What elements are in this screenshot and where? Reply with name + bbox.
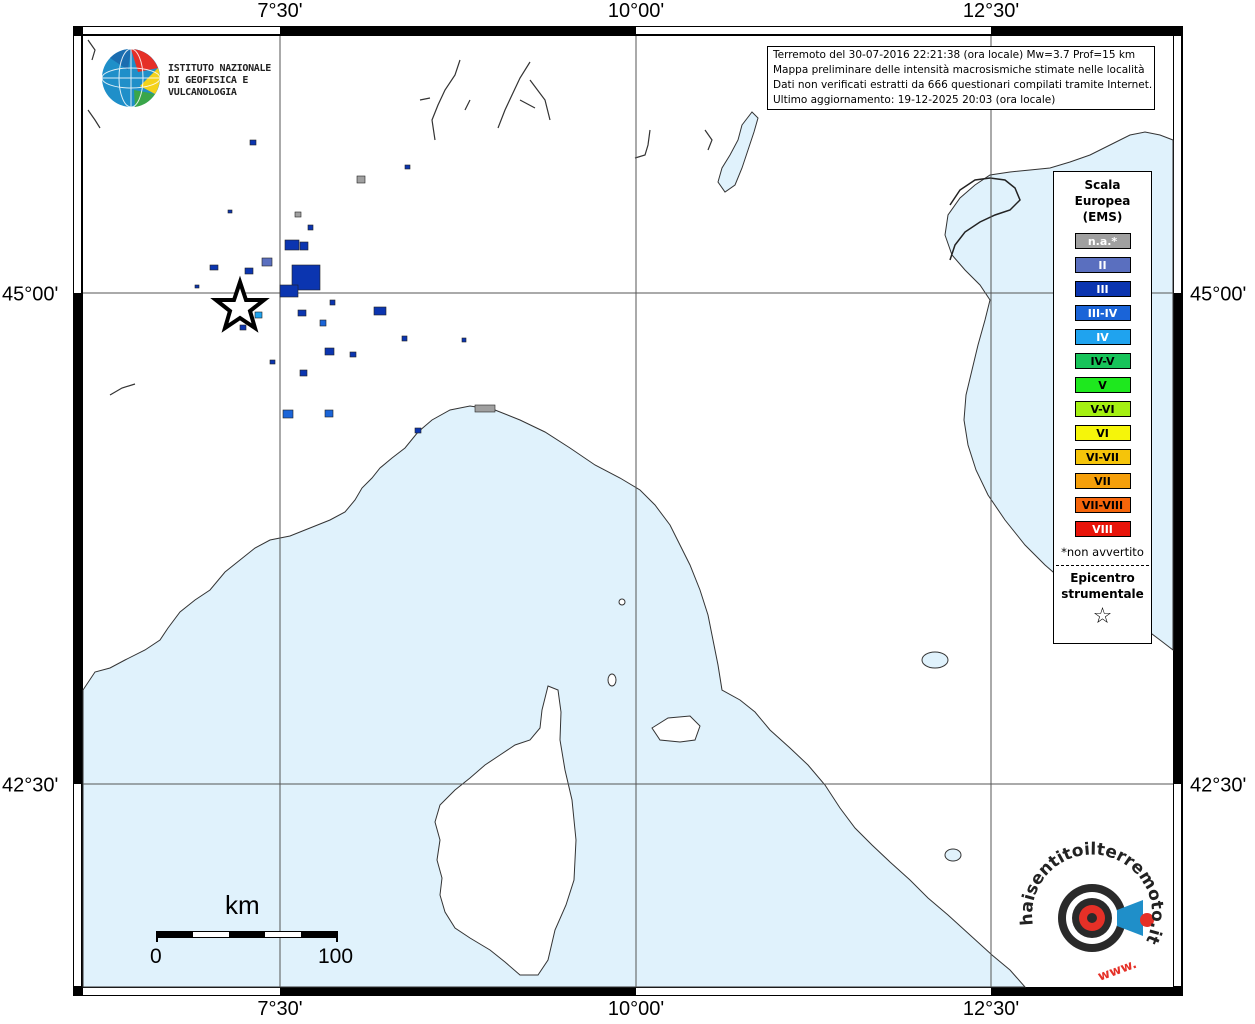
lake-small-1 <box>87 39 96 61</box>
event-info-line3: Dati non verificati estratti da 666 ques… <box>773 79 1153 91</box>
axis-top-label-1: 7°30' <box>257 0 303 22</box>
legend-title-line3: (EMS) <box>1082 210 1123 224</box>
ingv-logo: ISTITUTO NAZIONALE DI GEOFISICA E VULCAN… <box>100 46 320 110</box>
legend-item: III-IV <box>1074 305 1131 321</box>
axis-top-label-3: 12°30' <box>962 0 1020 22</box>
lake-bolsena <box>944 848 962 862</box>
axis-top-label-2: 10°00' <box>607 0 665 22</box>
legend-item: VII <box>1074 473 1131 489</box>
ems-legend: Scala Europea (EMS) n.a.* II III III-IV IV IV… <box>1053 171 1152 644</box>
event-info-line4: Ultimo aggiornamento: 19-12-2025 20:03 (… <box>773 94 1056 106</box>
lake-trasimeno <box>921 651 949 669</box>
ingv-name-line1: ISTITUTO NAZIONALE <box>168 63 271 74</box>
legend-divider <box>1056 565 1149 566</box>
axis-bottom-label-1: 7°30' <box>257 998 303 1020</box>
legend-item: IV <box>1074 329 1131 345</box>
scale-bar-max: 100 <box>318 945 354 968</box>
star-icon: ☆ <box>1092 604 1113 629</box>
legend-item: III <box>1074 281 1131 297</box>
legend-epicenter-label: Epicentro strumentale <box>1054 570 1151 602</box>
epicenter-star <box>210 275 270 333</box>
hsit-logo: haisentitoilterremoto.it www. <box>1005 840 1175 985</box>
scale-bar-min: 0 <box>150 945 162 968</box>
legend-title-line2: Europea <box>1074 194 1131 208</box>
legend-item: V <box>1074 377 1131 393</box>
event-info-line2: Mappa preliminare delle intensità macros… <box>773 64 1145 76</box>
globe-icon <box>101 48 161 108</box>
axis-left-label-1: 45°00' <box>2 283 59 306</box>
legend-title-line1: Scala <box>1084 178 1121 192</box>
lake-small-3 <box>109 383 136 396</box>
graticule <box>83 36 1173 987</box>
lake-iseo <box>634 129 651 159</box>
legend-epicenter-line1: Epicentro <box>1070 571 1135 585</box>
event-info-line1: Terremoto del 30-07-2016 22:21:38 (ora l… <box>773 49 1136 61</box>
lake-small-2 <box>87 109 101 129</box>
lake-small-4 <box>704 129 713 151</box>
axis-right-label-2: 42°30' <box>1190 774 1247 797</box>
axis-bottom-label-2: 10°00' <box>607 998 665 1020</box>
legend-items: n.a.* II III III-IV IV IV-V V V-VI VI VI-VII VII VI… <box>1054 233 1151 537</box>
venice-lagoon <box>949 177 1021 261</box>
hsit-target-icon: haisentitoilterremoto.it www. <box>1017 840 1167 985</box>
axis-left-label-2: 42°30' <box>2 774 59 797</box>
legend-item: VI-VII <box>1074 449 1131 465</box>
scale-bar-unit: km <box>225 890 260 920</box>
scale-bar <box>156 931 338 942</box>
scale-bar-labels: km 0 100 <box>150 890 360 970</box>
elba-island <box>651 715 701 743</box>
ingv-name-line2: DI GEOFISICA E VULCANOLOGIA <box>168 75 249 98</box>
legend-item: VIII <box>1074 521 1131 537</box>
legend-note: *non avvertito <box>1061 545 1144 559</box>
legend-item: VII-VIII <box>1074 497 1131 513</box>
lake-como <box>497 61 551 129</box>
lake-maggiore <box>419 59 471 141</box>
legend-item: V-VI <box>1074 401 1131 417</box>
corsica-island <box>434 685 577 976</box>
legend-item: n.a.* <box>1074 233 1131 249</box>
legend-item: IV-V <box>1074 353 1131 369</box>
intensity-localities <box>194 139 496 434</box>
hsit-www: www. <box>1096 957 1139 985</box>
lake-garda <box>717 111 759 193</box>
legend-title: Scala Europea (EMS) <box>1054 177 1151 225</box>
event-info-box: Terremoto del 30-07-2016 22:21:38 (ora l… <box>767 46 1155 110</box>
legend-item: VI <box>1074 425 1131 441</box>
axis-bottom-label-3: 12°30' <box>962 998 1020 1020</box>
legend-epicenter-line2: strumentale <box>1061 587 1144 601</box>
axis-right-label-1: 45°00' <box>1190 283 1247 306</box>
legend-item: II <box>1074 257 1131 273</box>
